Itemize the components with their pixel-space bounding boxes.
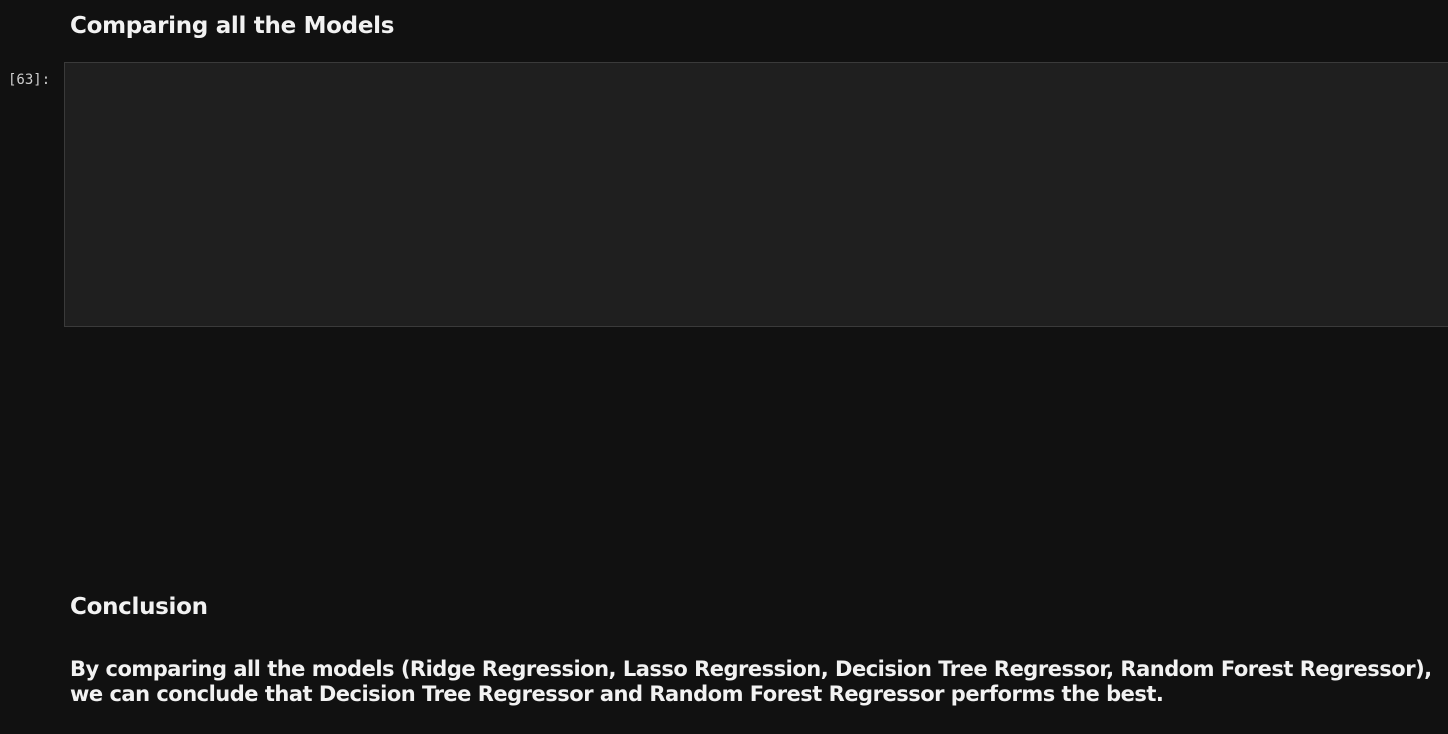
- code-cell[interactable]: [64, 62, 1448, 327]
- section-heading-conclusion: Conclusion: [70, 594, 208, 620]
- execution-count-prompt: [63]:: [8, 72, 51, 88]
- section-heading-comparing-models: Comparing all the Models: [70, 13, 395, 39]
- conclusion-paragraph: By comparing all the models (Ridge Regre…: [70, 657, 1432, 706]
